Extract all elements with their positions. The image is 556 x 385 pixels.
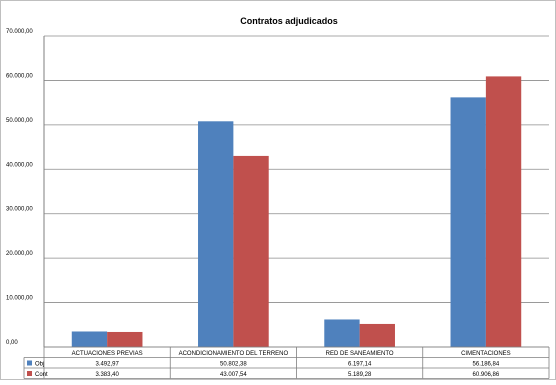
y-tick-label: 30.000,00 (6, 207, 33, 213)
bar-obj (324, 319, 360, 347)
y-tick-label: 40.000,00 (6, 162, 33, 168)
category-label: ACONDICIONAMIENTO DEL TERRENO (179, 351, 289, 357)
bars (71, 76, 522, 347)
y-axis: 0,00 10.000,00 20.000,00 30.000,00 40.000,00… (6, 29, 33, 346)
category-label: CIMENTACIONES (461, 351, 511, 357)
bar-obj (71, 331, 108, 347)
category-label: ACTUACIONES PREVIAS (72, 351, 143, 357)
y-tick-label: 50.000,00 (6, 118, 33, 124)
legend-swatch-obj (27, 360, 32, 366)
bar-cont (233, 155, 269, 347)
legend-label: Cont (35, 372, 48, 378)
bar-cont (485, 76, 522, 347)
data-value-label: 6.197,14 (348, 362, 372, 368)
data-value-label: 60.906,86 (473, 372, 500, 378)
y-tick-label: 10.000,00 (6, 296, 33, 302)
y-tick-label: 20.000,00 (6, 251, 33, 257)
bar-cont (359, 323, 395, 347)
y-tick-label: 60.000,00 (6, 73, 33, 79)
data-value-label: 3.383,40 (95, 372, 119, 378)
data-value-label: 43.007,54 (220, 372, 247, 378)
chart-title: Contratos adjudicados (240, 16, 338, 26)
legend-swatch-cont (27, 371, 32, 376)
data-value-label: 3.492,97 (95, 362, 119, 368)
category-label: RED DE SANEAMIENTO (326, 351, 394, 357)
legend-label: Obj (35, 362, 44, 368)
bar-obj (198, 121, 234, 347)
data-value-label: 5.189,28 (348, 372, 372, 378)
data-value-label: 50.802,38 (220, 362, 247, 368)
y-tick-label: 70.000,00 (6, 29, 33, 35)
bar-cont (107, 331, 143, 347)
y-tick-label: 0,00 (6, 340, 18, 346)
data-value-label: 56.186,84 (473, 362, 500, 368)
data-table: ACTUACIONES PREVIAS ACONDICIONAMIENTO DEL… (23, 346, 550, 379)
bar-obj (450, 97, 486, 347)
